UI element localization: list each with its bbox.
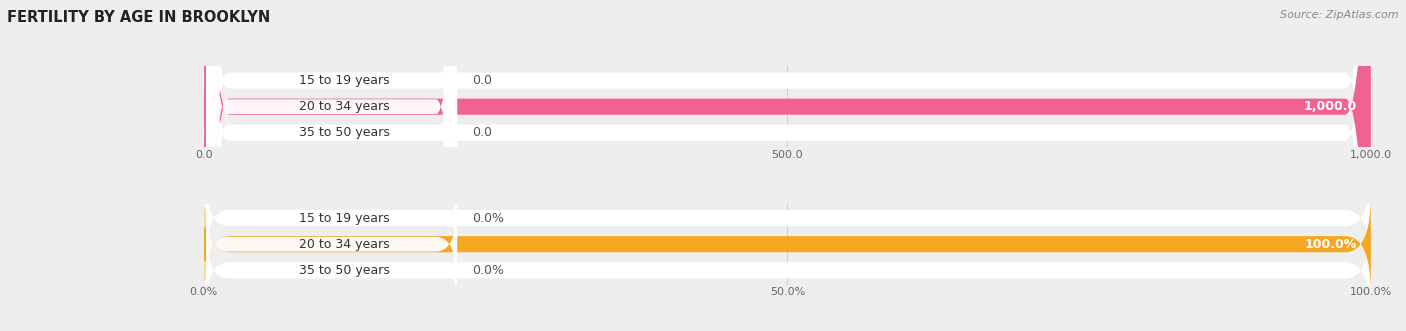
Text: 1,000.0: 1,000.0: [1303, 100, 1357, 113]
Text: 15 to 19 years: 15 to 19 years: [299, 74, 389, 87]
FancyBboxPatch shape: [204, 195, 1371, 294]
FancyBboxPatch shape: [207, 0, 457, 331]
Text: FERTILITY BY AGE IN BROOKLYN: FERTILITY BY AGE IN BROOKLYN: [7, 10, 270, 25]
FancyBboxPatch shape: [204, 0, 1371, 331]
FancyBboxPatch shape: [204, 0, 1371, 331]
FancyBboxPatch shape: [207, 178, 457, 258]
Text: 100.0%: 100.0%: [1305, 238, 1357, 251]
Text: 20 to 34 years: 20 to 34 years: [299, 238, 389, 251]
FancyBboxPatch shape: [204, 195, 1371, 294]
Circle shape: [200, 209, 208, 228]
FancyBboxPatch shape: [204, 221, 1371, 320]
Text: 0.0: 0.0: [472, 126, 492, 139]
Circle shape: [200, 260, 208, 280]
FancyBboxPatch shape: [204, 0, 1371, 331]
FancyBboxPatch shape: [207, 205, 457, 284]
Text: 0.0: 0.0: [472, 74, 492, 87]
FancyBboxPatch shape: [204, 0, 1371, 331]
Text: 15 to 19 years: 15 to 19 years: [299, 212, 389, 225]
Text: Source: ZipAtlas.com: Source: ZipAtlas.com: [1281, 10, 1399, 20]
FancyBboxPatch shape: [207, 231, 457, 310]
Text: 35 to 50 years: 35 to 50 years: [298, 264, 389, 277]
FancyBboxPatch shape: [207, 0, 457, 331]
FancyBboxPatch shape: [204, 169, 1371, 267]
Text: 0.0%: 0.0%: [472, 264, 505, 277]
Text: 35 to 50 years: 35 to 50 years: [298, 126, 389, 139]
Circle shape: [200, 234, 208, 254]
Text: 0.0%: 0.0%: [472, 212, 505, 225]
FancyBboxPatch shape: [207, 0, 457, 331]
Text: 20 to 34 years: 20 to 34 years: [299, 100, 389, 113]
